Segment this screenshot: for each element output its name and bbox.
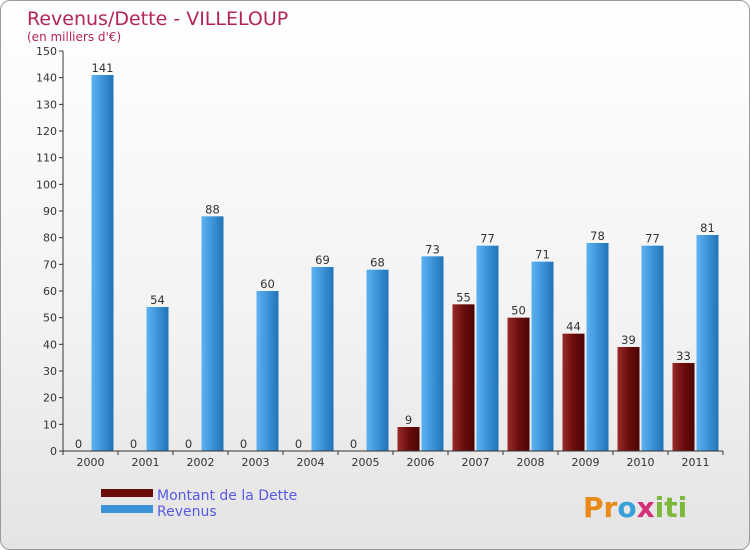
value-label-dette-2007: 55 (456, 290, 471, 304)
bar-revenus-2005 (366, 269, 389, 451)
legend: Montant de la Dette Revenus (101, 488, 297, 520)
legend-swatch-dette (101, 489, 153, 497)
value-label-dette-2011: 33 (676, 349, 691, 363)
y-tick-label: 100 (36, 178, 57, 191)
bar-revenus-2011 (696, 235, 719, 451)
value-label-revenus-2009: 78 (590, 229, 605, 243)
bar-dette-2007 (452, 304, 475, 451)
logo-letter-i2: i (678, 491, 688, 524)
legend-label-revenus: Revenus (157, 504, 217, 520)
bar-revenus-2002 (201, 216, 224, 451)
y-tick-label: 30 (43, 365, 57, 378)
y-tick-label: 0 (50, 445, 57, 458)
logo-letter-r: r (604, 491, 618, 524)
x-axis: 2000 2001 2002 2003 2004 2005 2006 2007 2008 2009… (62, 450, 724, 469)
value-label-revenus-2007: 77 (480, 232, 495, 246)
y-tick-label: 90 (43, 205, 57, 218)
bar-dette-2009 (562, 333, 585, 451)
x-tick-label: 2007 (462, 456, 490, 469)
value-label-dette-2004: 0 (295, 437, 302, 451)
y-tick-label: 50 (43, 312, 57, 325)
value-label-dette-2003: 0 (240, 437, 247, 451)
y-tick-label: 150 (36, 45, 57, 58)
chart-subtitle: (en milliers d'€) (27, 30, 121, 44)
bar-dette-2008 (507, 317, 530, 451)
value-label-revenus-2010: 77 (645, 232, 660, 246)
value-label-revenus-2005: 68 (370, 256, 385, 270)
bar-revenus-2004 (311, 267, 334, 451)
value-label-revenus-2011: 81 (700, 221, 715, 235)
legend-swatch-revenus (101, 505, 153, 513)
x-tick-label: 2001 (132, 456, 160, 469)
bar-revenus-2009 (586, 243, 609, 451)
x-tick-label: 2008 (517, 456, 545, 469)
x-tick-label: 2010 (627, 456, 655, 469)
y-tick-label: 10 (43, 418, 57, 431)
y-tick-label: 40 (43, 338, 57, 351)
bars: 0 141 0 54 0 88 0 60 0 69 0 68 9 73 55 77 50 71 44 78 39 77 33… (75, 61, 719, 451)
y-tick-label: 120 (36, 125, 57, 138)
y-tick-label: 80 (43, 232, 57, 245)
value-label-revenus-2000: 141 (92, 61, 114, 75)
value-label-dette-2001: 0 (130, 437, 137, 451)
value-label-dette-2002: 0 (185, 437, 192, 451)
y-tick-label: 20 (43, 392, 57, 405)
bar-dette-2006 (397, 427, 420, 451)
y-tick-label: 70 (43, 258, 57, 271)
bar-revenus-2003 (256, 291, 279, 451)
x-tick-label: 2005 (352, 456, 380, 469)
chart-title: Revenus/Dette - VILLELOUP (27, 8, 288, 30)
y-tick-label: 140 (36, 72, 57, 85)
value-label-dette-2005: 0 (350, 437, 357, 451)
x-tick-label: 2004 (297, 456, 325, 469)
value-label-dette-2010: 39 (621, 333, 636, 347)
value-label-revenus-2004: 69 (315, 253, 330, 267)
value-label-revenus-2001: 54 (150, 293, 165, 307)
logo-letter-o: o (617, 491, 636, 524)
value-label-dette-2000: 0 (75, 437, 82, 451)
value-label-dette-2009: 44 (566, 320, 581, 334)
bar-dette-2010 (617, 347, 640, 451)
bar-revenus-2000 (91, 75, 114, 451)
x-tick-label: 2011 (682, 456, 710, 469)
x-tick-label: 2002 (187, 456, 215, 469)
x-tick-label: 2006 (407, 456, 435, 469)
y-axis: 0 10 20 30 40 50 60 70 80 90 100 110 120 130 140 150 (36, 45, 64, 458)
logo-letter-p: P (583, 491, 604, 524)
legend-label-dette: Montant de la Dette (157, 488, 297, 504)
bar-dette-2011 (672, 363, 695, 451)
proxiti-logo: Proxiti (583, 491, 687, 524)
bar-revenus-2007 (476, 245, 499, 451)
value-label-dette-2006: 9 (405, 413, 412, 427)
y-tick-label: 110 (36, 152, 57, 165)
value-label-revenus-2006: 73 (425, 242, 440, 256)
value-label-dette-2008: 50 (511, 304, 526, 318)
bar-revenus-2001 (146, 307, 169, 451)
x-tick-label: 2009 (572, 456, 600, 469)
bar-revenus-2008 (531, 261, 554, 451)
x-tick-label: 2000 (77, 456, 105, 469)
logo-letter-t: t (664, 491, 677, 524)
value-label-revenus-2003: 60 (260, 277, 275, 291)
value-label-revenus-2008: 71 (535, 248, 550, 262)
logo-letter-i: i (655, 491, 665, 524)
value-label-revenus-2002: 88 (205, 202, 220, 216)
y-tick-label: 60 (43, 285, 57, 298)
logo-letter-x: x (637, 491, 655, 524)
x-tick-label: 2003 (242, 456, 270, 469)
bar-revenus-2010 (641, 245, 664, 451)
bar-revenus-2006 (421, 256, 444, 451)
y-tick-label: 130 (36, 98, 57, 111)
